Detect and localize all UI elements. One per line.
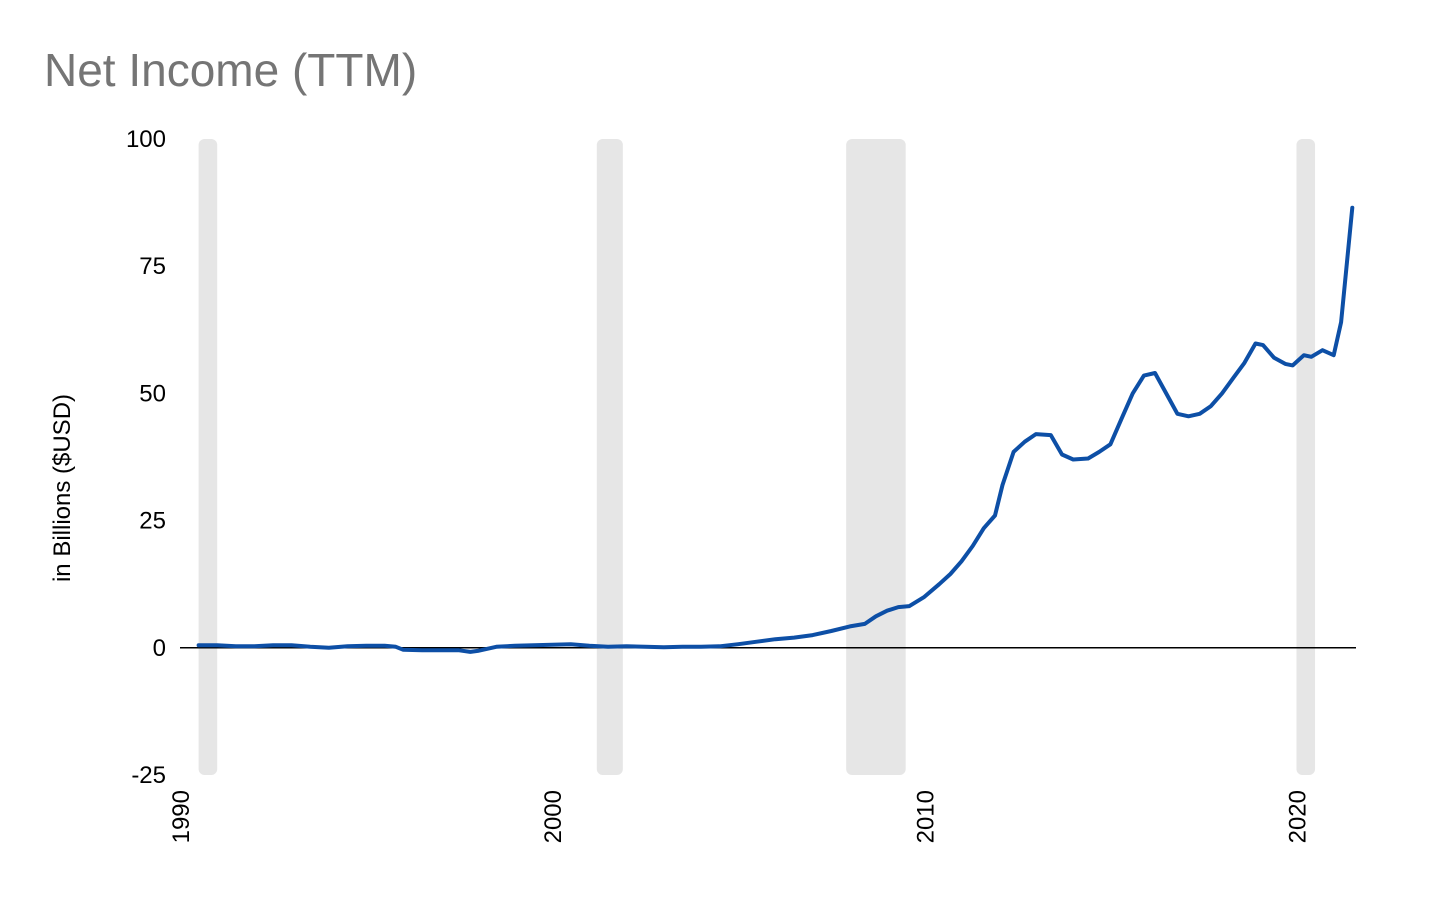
y-tick-label: 50 — [139, 380, 166, 407]
y-tick-label: 100 — [126, 126, 166, 153]
y-tick-label: 0 — [153, 635, 166, 662]
recession-band — [846, 139, 906, 775]
recession-band — [198, 139, 218, 775]
y-tick-label: 25 — [139, 508, 166, 535]
y-tick-label: -25 — [131, 762, 166, 789]
y-axis-ticks: 100 75 50 25 0 -25 — [126, 126, 166, 789]
x-tick-label: 2010 — [912, 790, 939, 843]
recession-band — [596, 139, 623, 775]
series-line-group — [196, 205, 1355, 654]
chart-title: Net Income (TTM) — [44, 44, 417, 96]
x-axis-ticks: 1990 2000 2010 2020 — [168, 790, 1311, 843]
recession-band — [1296, 139, 1316, 775]
x-tick-label: 1990 — [168, 790, 195, 843]
y-axis-label: in Billions ($USD) — [49, 394, 76, 582]
x-tick-label: 2000 — [540, 790, 567, 843]
net-income-line — [196, 205, 1355, 654]
y-tick-label: 75 — [139, 253, 166, 280]
recession-bands — [198, 139, 1316, 775]
x-tick-label: 2020 — [1284, 790, 1311, 843]
